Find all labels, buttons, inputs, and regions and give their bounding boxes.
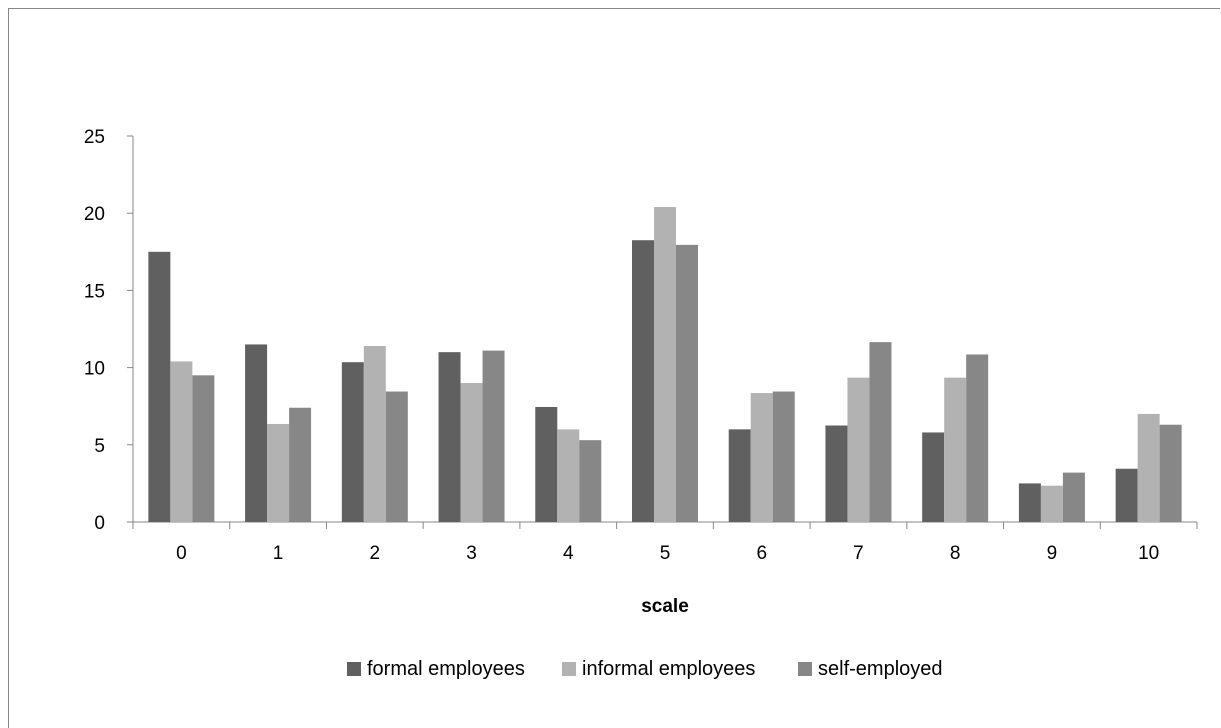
bar (1018, 483, 1041, 522)
bar-chart: 0 5 10 15 20 25 0 1 2 3 4 5 6 7 8 9 10 scale formal emp… (84, 127, 1198, 680)
bar (922, 432, 945, 522)
bars (148, 207, 1182, 523)
y-tick-label: 20 (84, 204, 105, 225)
x-tick-label: 7 (853, 543, 864, 564)
bar (676, 244, 698, 523)
x-axis: 0 1 2 3 4 5 6 7 8 9 10 (132, 521, 1198, 564)
bar (825, 425, 848, 522)
bar (385, 391, 408, 522)
y-tick-label: 15 (84, 281, 105, 302)
x-tick-label: 8 (950, 543, 961, 564)
legend-label: informal employees (582, 658, 755, 680)
bar (148, 251, 171, 523)
y-tick-label: 10 (84, 359, 105, 380)
x-tick-label: 3 (466, 543, 477, 564)
bar (267, 423, 290, 522)
bar (966, 354, 989, 522)
legend-swatch (562, 662, 576, 676)
bar (1062, 472, 1085, 522)
bar (944, 377, 967, 522)
bar (847, 377, 870, 522)
bar (363, 345, 386, 522)
legend-swatch (798, 662, 812, 676)
bar (1159, 424, 1182, 522)
y-tick-label: 25 (84, 127, 105, 148)
legend-swatch (347, 662, 361, 676)
bar (579, 440, 602, 522)
legend: formal employees informal employees self-e… (347, 658, 943, 680)
x-tick-label: 5 (660, 543, 671, 564)
bar (654, 207, 676, 523)
bar (750, 393, 773, 522)
bar (289, 407, 312, 522)
x-tick-label: 4 (563, 543, 574, 564)
x-tick-label: 2 (370, 543, 381, 564)
y-axis: 0 5 10 15 20 25 (84, 127, 134, 534)
chart-frame (8, 8, 1220, 728)
x-tick-label: 0 (176, 543, 187, 564)
bar (482, 350, 505, 522)
bar (1040, 485, 1063, 522)
bar (869, 342, 892, 522)
legend-label: self-employed (818, 658, 943, 680)
bar (557, 429, 580, 522)
bar (1137, 413, 1160, 522)
bar (728, 429, 751, 522)
x-tick-label: 6 (756, 543, 767, 564)
x-tick-label: 1 (273, 543, 284, 564)
bar (535, 406, 558, 522)
y-tick-label: 5 (94, 436, 105, 457)
x-tick-label: 10 (1138, 543, 1159, 564)
bar (1115, 468, 1138, 522)
bar (245, 344, 268, 522)
bar (460, 383, 483, 522)
bar (632, 240, 654, 522)
bar (772, 391, 795, 522)
bar (170, 361, 193, 522)
x-tick-label: 9 (1047, 543, 1058, 564)
x-axis-title: scale (641, 596, 689, 617)
bar (192, 375, 215, 522)
bar (341, 362, 364, 522)
bar (438, 352, 461, 522)
legend-label: formal employees (367, 658, 525, 680)
y-tick-label: 0 (94, 513, 105, 534)
